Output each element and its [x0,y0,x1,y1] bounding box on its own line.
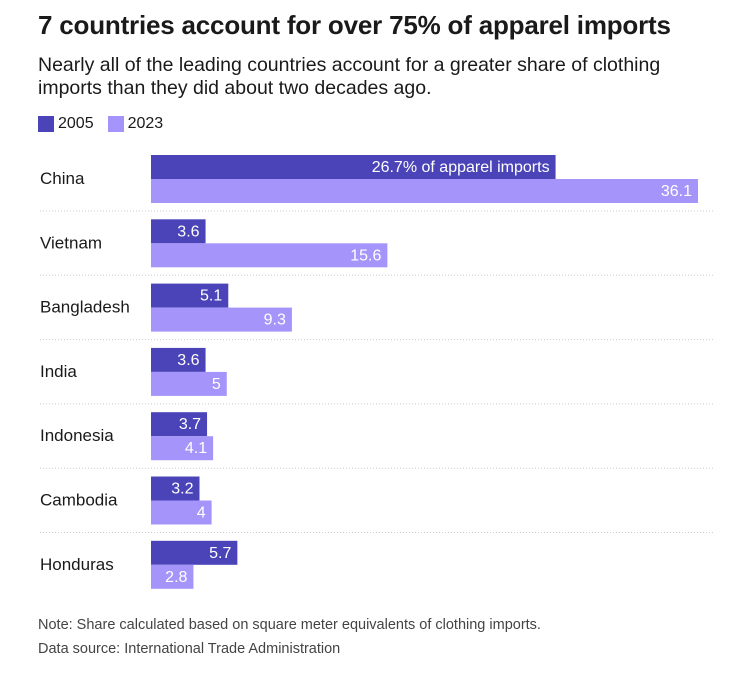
bar-2005-china [151,155,556,179]
bar-2005-indonesia [151,412,208,437]
bar-2023-vietnam [151,243,388,268]
category-label-vietnam: Vietnam [40,233,102,252]
category-label-bangladesh: Bangladesh [40,298,130,317]
bar-2023-china [151,179,698,203]
bar-chart: China 26.7% of apparel imports 36.1 Vietnam… [40,155,715,589]
data-label-2005-cambodia: 3.2 [171,481,193,498]
bar-2023-cambodia [151,500,212,525]
legend-swatch-2005 [38,116,54,132]
bar-2005-bangladesh [151,283,229,308]
data-label-2005-bangladesh: 5.1 [200,288,222,305]
bar-2005-india [151,347,206,372]
legend: 2005 2023 [38,115,177,133]
data-label-2005-india: 3.6 [177,352,199,369]
bar-2023-bangladesh [151,307,292,332]
legend-label-2005: 2005 [58,115,94,132]
legend-label-2023: 2023 [127,115,164,132]
data-label-2023-indonesia: 4.1 [185,440,207,457]
data-label-2023-bangladesh: 9.3 [264,312,286,329]
footnote: Note: Share calculated based on square m… [38,617,541,633]
category-label-honduras: Honduras [40,555,114,574]
data-source: Data source: International Trade Adminis… [38,641,341,657]
bar-2023-india [151,371,227,396]
bar-2023-indonesia [151,436,214,461]
bar-2005-honduras [151,540,238,565]
legend-item-2005: 2005 [38,115,94,133]
bar-2005-cambodia [151,476,200,501]
data-label-2005-china: 26.7% of apparel imports [372,159,550,176]
category-label-india: India [40,362,77,381]
legend-item-2023: 2023 [107,115,164,133]
data-label-2005-honduras: 5.7 [209,545,231,562]
category-label-cambodia: Cambodia [40,491,118,510]
chart-subtitle: Nearly all of the leading countries acco… [38,54,661,99]
data-label-2023-india: 5 [212,376,221,393]
bar-2005-vietnam [151,219,206,244]
category-label-china: China [40,169,85,188]
data-label-2005-vietnam: 3.6 [177,223,199,240]
data-label-2023-honduras: 2.8 [165,569,187,586]
data-label-2023-china: 36.1 [661,183,692,200]
data-label-2005-indonesia: 3.7 [179,416,201,433]
bar-2023-honduras [151,564,194,589]
category-label-indonesia: Indonesia [40,426,114,445]
data-label-2023-vietnam: 15.6 [350,247,381,264]
legend-swatch-2023 [107,116,124,132]
chart-title: 7 countries account for over 75% of appa… [38,10,671,40]
data-label-2023-cambodia: 4 [197,505,206,522]
